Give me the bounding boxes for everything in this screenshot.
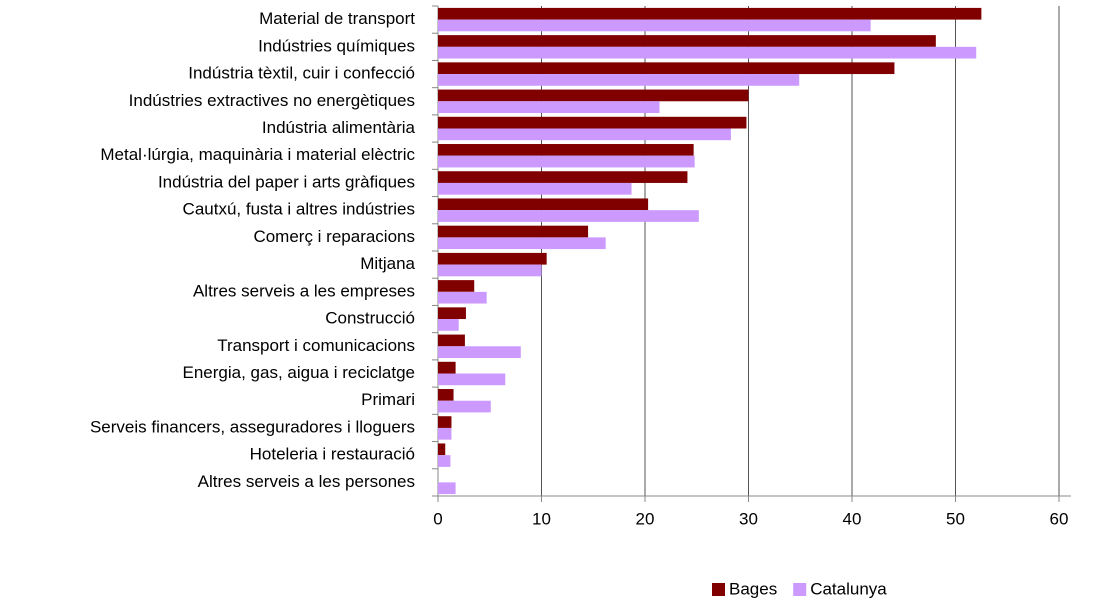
y-tick-label: Altres serveis a les empreses — [193, 281, 415, 300]
y-tick-label: Altres serveis a les persones — [198, 472, 415, 491]
y-tick-label: Transport i comunicacions — [217, 336, 415, 355]
x-tick-label: 0 — [433, 509, 442, 528]
legend-swatch — [712, 583, 725, 596]
y-tick-label: Indústries químiques — [258, 36, 415, 55]
y-tick-label: Hoteleria i restauració — [250, 445, 415, 464]
bar — [438, 116, 747, 129]
x-tick-label: 10 — [532, 509, 551, 528]
bar — [438, 128, 731, 141]
legend-swatch — [793, 583, 807, 596]
bar — [438, 319, 459, 331]
bar — [438, 291, 487, 304]
bar — [438, 74, 800, 86]
y-tick-label: Construcció — [325, 309, 415, 328]
y-tick-label: Energia, gas, aigua i reciclatge — [183, 363, 415, 382]
y-tick-label: Indústria alimentària — [262, 118, 416, 137]
bar — [438, 198, 649, 211]
bar — [438, 182, 632, 195]
bar — [438, 482, 456, 495]
y-tick-label: Material de transport — [259, 9, 415, 28]
x-tick-label: 20 — [636, 509, 655, 528]
y-tick-label: Cautxú, fusta i altres indústries — [183, 200, 415, 219]
legend-label: Bages — [729, 579, 777, 598]
bar — [438, 252, 547, 265]
y-tick-label: Serveis financers, asseguradores i llogu… — [90, 417, 415, 436]
bar — [438, 101, 660, 113]
y-tick-label: Comerç i reparacions — [253, 227, 415, 246]
bar — [438, 280, 475, 292]
bar — [438, 455, 451, 467]
bar — [438, 334, 465, 347]
bar — [438, 155, 695, 168]
bar — [438, 264, 542, 277]
bar — [438, 210, 699, 222]
legend-label: Catalunya — [810, 579, 887, 598]
x-tick-label: 30 — [739, 509, 758, 528]
y-tick-label: Metal·lúrgia, maquinària i material elèc… — [100, 145, 415, 164]
y-tick-label: Indústria tèxtil, cuir i confecció — [188, 64, 415, 83]
bar — [438, 46, 977, 59]
bar — [438, 361, 456, 374]
bar — [438, 443, 446, 456]
x-tick-label: 50 — [946, 509, 965, 528]
bar — [438, 89, 749, 102]
bar — [438, 225, 589, 238]
x-tick-label: 40 — [843, 509, 862, 528]
bar — [438, 373, 506, 386]
bar — [438, 427, 452, 440]
y-tick-label: Primari — [361, 390, 415, 409]
bar — [438, 237, 606, 250]
bar — [438, 346, 521, 358]
bar — [438, 62, 895, 75]
bar — [438, 144, 694, 156]
bar — [438, 389, 454, 401]
bar — [438, 307, 466, 320]
y-tick-label: Mitjana — [360, 254, 415, 273]
y-tick-label: Indústria del paper i arts gràfiques — [158, 172, 415, 191]
bar — [438, 19, 871, 32]
bar — [438, 416, 452, 428]
bar — [438, 7, 982, 20]
x-tick-label: 60 — [1050, 509, 1069, 528]
bar — [438, 171, 688, 183]
y-tick-label: Indústries extractives no energètiques — [129, 91, 415, 110]
bar — [438, 35, 936, 47]
bar — [438, 400, 491, 413]
